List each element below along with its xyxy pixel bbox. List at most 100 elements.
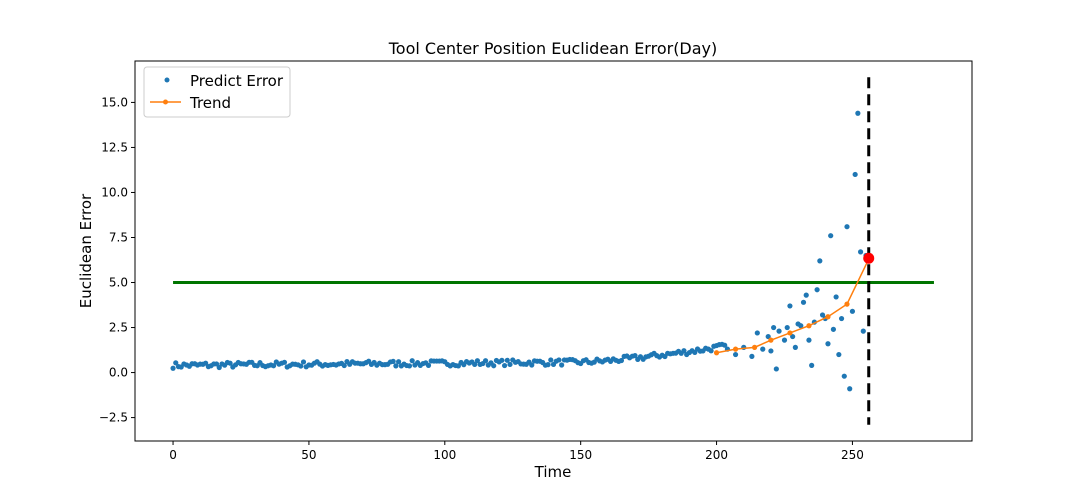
predict-error-point: [270, 363, 277, 369]
predict-error-point: [830, 326, 837, 332]
y-tick-label: 7.5: [109, 230, 128, 244]
x-tick-label: 200: [705, 448, 728, 462]
predict-error-point: [722, 342, 728, 348]
predict-error-point: [768, 348, 774, 354]
trend-point: [825, 314, 831, 320]
legend-marker-trend: [163, 99, 168, 105]
predict-error-point: [472, 361, 478, 368]
predict-error-point: [847, 386, 853, 392]
predict-error-point: [760, 346, 766, 352]
predict-error-point: [828, 233, 834, 239]
y-tick-label: 10.0: [101, 185, 128, 199]
y-tick-label: 15.0: [101, 95, 128, 109]
predict-error-point: [482, 358, 489, 364]
predict-error-point: [559, 362, 565, 368]
predict-error-point: [507, 361, 513, 368]
predict-error-point: [754, 330, 760, 336]
axes-frame: [134, 60, 973, 442]
predict-error-point: [771, 324, 777, 331]
predict-error-point: [406, 363, 413, 369]
predict-error-point: [298, 363, 304, 369]
predict-error-point: [833, 294, 839, 300]
predict-error-point: [857, 249, 864, 255]
predict-error-point: [708, 348, 714, 354]
predict-error-point: [545, 362, 551, 368]
predict-error-point: [390, 358, 396, 364]
predict-error-point: [800, 299, 807, 305]
predict-error-point: [819, 312, 826, 318]
predict-error-point: [776, 328, 782, 334]
predict-error-point: [393, 363, 399, 369]
predict-error-point: [499, 357, 505, 363]
predict-error-point: [425, 362, 432, 368]
trend-point: [806, 323, 812, 329]
predict-error-point: [227, 360, 233, 366]
legend-label-trend: Trend: [189, 94, 231, 112]
predict-error-point: [798, 323, 804, 329]
predict-error-point: [618, 357, 625, 364]
x-tick-label: 150: [569, 448, 592, 462]
predict-error-point: [825, 341, 831, 347]
predict-error-point: [300, 359, 307, 365]
predict-error-point: [341, 362, 347, 369]
predict-error-point: [836, 351, 842, 358]
trend-point: [787, 330, 793, 336]
chart-title: Tool Center Position Euclidean Error(Day…: [388, 39, 718, 58]
predict-error-point: [838, 315, 845, 322]
legend: Predict Error Trend: [143, 66, 291, 118]
predict-error-point: [749, 353, 755, 359]
threshold-crossing-point: [863, 252, 875, 264]
x-axis-label: Time: [534, 463, 572, 481]
predict-error-point: [781, 337, 788, 343]
x-tick-label: 100: [433, 448, 456, 462]
predict-error-point: [852, 171, 858, 178]
predict-error-point: [849, 308, 856, 314]
predict-error-point: [170, 365, 176, 371]
predict-error-point: [792, 344, 798, 350]
predict-error-point: [474, 358, 481, 364]
predict-error-point: [529, 362, 535, 368]
predict-error-point: [501, 362, 508, 369]
predict-error-point: [556, 357, 562, 363]
predict-error-point: [281, 359, 288, 365]
y-tick-label: 12.5: [101, 140, 128, 154]
predict-error-point: [841, 373, 847, 379]
predict-error-point: [213, 361, 220, 367]
predict-error-point: [732, 351, 739, 358]
predict-error-point: [844, 224, 850, 230]
y-tick-label: 2.5: [109, 321, 128, 335]
legend-marker-predict-error: [164, 77, 170, 83]
predict-error-point: [491, 363, 497, 369]
predict-error-point: [809, 362, 815, 368]
y-tick-label: 5.0: [109, 276, 128, 290]
predict-error-point: [216, 364, 222, 371]
predict-error-point: [806, 337, 812, 343]
predict-error-point: [632, 353, 638, 359]
predict-error-point: [409, 358, 415, 364]
predict-error-point: [784, 324, 790, 331]
predict-error-point: [855, 110, 861, 116]
trend-point: [844, 301, 850, 307]
x-axis-ticks: 0 50 100 150 200 250: [169, 441, 864, 462]
predict-error-point: [504, 357, 510, 363]
predict-error-point: [817, 258, 823, 264]
trend-point: [752, 344, 758, 350]
x-tick-label: 0: [169, 448, 177, 462]
x-tick-label: 50: [301, 448, 316, 462]
trend-point: [713, 350, 720, 356]
predict-error-point: [814, 287, 820, 293]
predict-error-point: [173, 360, 179, 366]
x-tick-label: 250: [841, 448, 864, 462]
legend-label-predict-error: Predict Error: [190, 72, 284, 90]
predict-error-point: [681, 348, 687, 354]
trend-point: [768, 337, 774, 343]
y-tick-label: 0.0: [109, 366, 128, 380]
predict-error-point: [787, 303, 793, 309]
y-tick-label: −2.5: [99, 411, 128, 425]
predict-error-point: [765, 333, 771, 340]
y-axis-ticks: −2.5 0.0 2.5 5.0 7.5 10.0 12.5 15.0: [99, 95, 135, 425]
plot-area: [170, 77, 934, 425]
predict-error-point: [548, 357, 554, 363]
predict-error-point: [396, 359, 402, 365]
